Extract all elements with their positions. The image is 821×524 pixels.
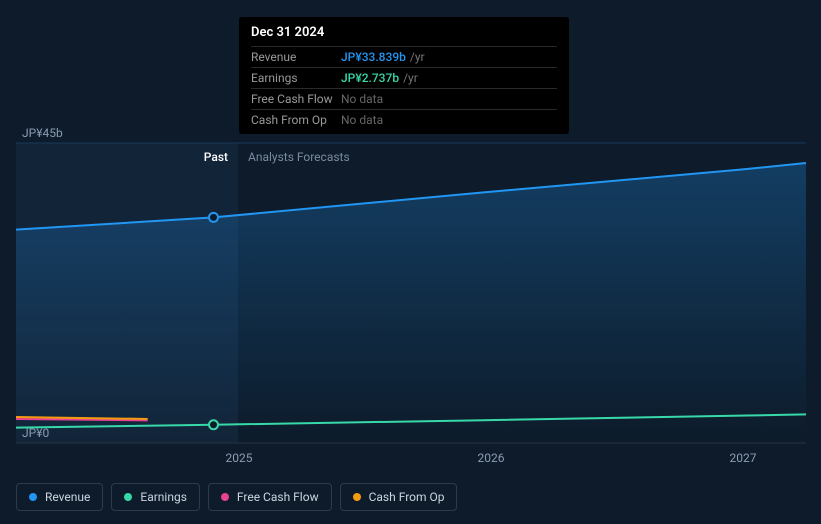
period-forecast-label: Analysts Forecasts	[238, 150, 350, 164]
tooltip-row-label: Free Cash Flow	[251, 92, 341, 106]
y-axis-max-label: JP¥45b	[22, 126, 63, 140]
legend-item-label: Earnings	[140, 490, 187, 504]
tooltip-row-suffix: /yr	[403, 71, 418, 85]
tooltip-row: RevenueJP¥33.839b/yr	[251, 46, 557, 67]
tooltip-row-label: Revenue	[251, 50, 341, 64]
x-axis-tick: 2025	[226, 451, 253, 465]
legend-item-label: Free Cash Flow	[237, 490, 319, 504]
tooltip-row-nodata: No data	[341, 113, 383, 127]
tooltip-row-nodata: No data	[341, 92, 383, 106]
legend-item-free-cash-flow[interactable]: Free Cash Flow	[208, 483, 332, 511]
x-axis-tick: 2027	[730, 451, 757, 465]
tooltip-row: Free Cash FlowNo data	[251, 88, 557, 109]
legend-dot-icon	[221, 493, 229, 501]
tooltip-row-label: Earnings	[251, 71, 341, 85]
legend-item-earnings[interactable]: Earnings	[111, 483, 200, 511]
legend-item-revenue[interactable]: Revenue	[16, 483, 103, 511]
legend-item-cash-from-op[interactable]: Cash From Op	[340, 483, 458, 511]
legend-dot-icon	[29, 493, 37, 501]
x-axis-tick: 2026	[478, 451, 505, 465]
tooltip-row-suffix: /yr	[410, 50, 425, 64]
legend-dot-icon	[353, 493, 361, 501]
tooltip-date: Dec 31 2024	[251, 25, 557, 46]
tooltip-row-value: JP¥2.737b	[341, 71, 399, 85]
tooltip-row-label: Cash From Op	[251, 113, 341, 127]
legend-dot-icon	[124, 493, 132, 501]
tooltip-row-value: JP¥33.839b	[341, 50, 406, 64]
legend-item-label: Revenue	[45, 490, 90, 504]
period-past-label: Past	[16, 150, 238, 164]
chart-legend: Revenue Earnings Free Cash Flow Cash From O…	[16, 483, 457, 511]
tooltip-row: Cash From OpNo data	[251, 109, 557, 130]
legend-item-label: Cash From Op	[369, 490, 445, 504]
chart-tooltip: Dec 31 2024 RevenueJP¥33.839b/yrEarnings…	[239, 17, 569, 134]
y-axis-zero-label: JP¥0	[22, 426, 49, 440]
tooltip-row: EarningsJP¥2.737b/yr	[251, 67, 557, 88]
